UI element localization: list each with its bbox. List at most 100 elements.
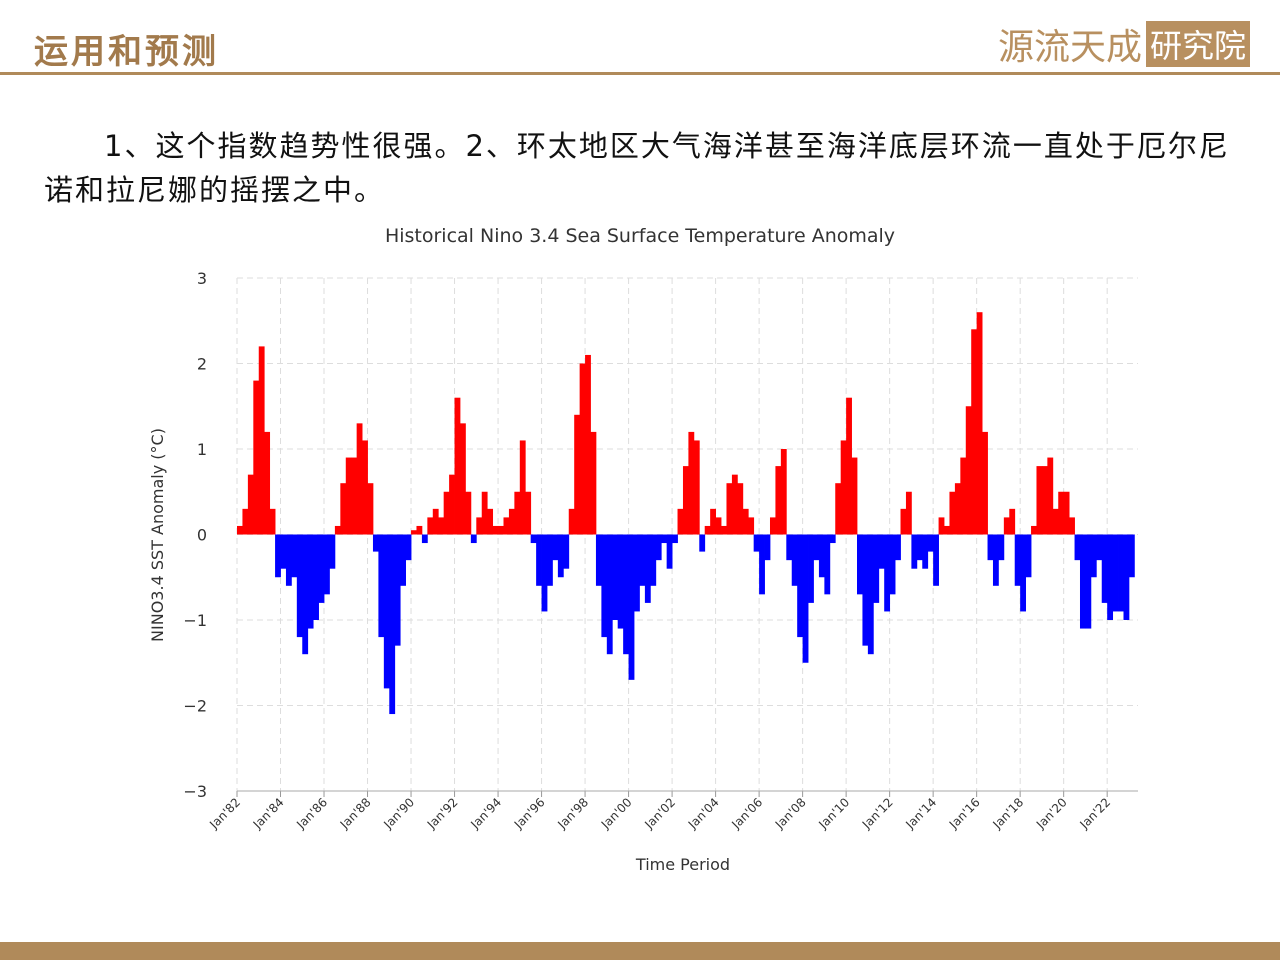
bar [318, 534, 325, 603]
x-tick-label: Jan'06 [728, 795, 765, 832]
bar [296, 534, 303, 638]
x-tick-label: Jan'02 [641, 795, 678, 832]
bar [944, 525, 950, 535]
chart-title: Historical Nino 3.4 Sea Surface Temperat… [385, 225, 895, 247]
bar [421, 534, 428, 544]
bar [1069, 517, 1075, 535]
y-tick-label: 3 [197, 269, 207, 288]
bar [900, 508, 907, 535]
bar [416, 525, 423, 535]
bar [661, 534, 668, 544]
bar [307, 534, 314, 629]
x-tick-label: Jan'04 [685, 795, 722, 832]
bar [389, 534, 396, 715]
bar [579, 363, 586, 535]
bar [1112, 534, 1119, 612]
y-tick-label: −2 [183, 697, 207, 716]
bar [802, 534, 809, 663]
y-tick-label: 2 [197, 355, 207, 374]
bar [601, 534, 608, 638]
bar [362, 440, 368, 535]
x-axis-label: Time Period [635, 855, 730, 874]
bar [644, 534, 651, 603]
bar [394, 534, 401, 646]
bar [590, 431, 597, 535]
bar [568, 508, 575, 535]
bar [829, 534, 836, 544]
bar [280, 534, 287, 569]
bar [1107, 534, 1114, 620]
bar [378, 534, 385, 638]
bar [291, 534, 298, 578]
x-tick-label: Jan'82 [206, 795, 243, 832]
bar [459, 423, 466, 535]
bar [634, 534, 640, 612]
bar [976, 312, 983, 535]
bar [617, 534, 624, 629]
bar [1096, 534, 1103, 561]
x-tick-label: Jan'20 [1033, 795, 1070, 832]
bar [340, 483, 347, 535]
bar [405, 534, 412, 561]
bar [1036, 466, 1043, 535]
bar [721, 525, 727, 535]
bar [786, 534, 793, 561]
x-tick-label: Jan'12 [859, 795, 896, 832]
bar [623, 534, 629, 655]
bar [595, 534, 602, 586]
bar [345, 457, 352, 535]
bar [514, 491, 521, 535]
bar [481, 491, 488, 535]
x-tick-label: Jan'84 [250, 795, 287, 832]
bar [742, 508, 749, 535]
bar [780, 449, 787, 535]
bar [911, 534, 918, 569]
bar [454, 397, 461, 535]
bar [585, 354, 591, 535]
bar [992, 534, 999, 586]
bar [797, 534, 804, 638]
bar [666, 534, 673, 569]
bar [813, 534, 820, 561]
bar [862, 534, 869, 646]
bar [699, 534, 706, 552]
bar [1085, 534, 1092, 629]
bar [873, 534, 880, 603]
x-tick-label: Jan'16 [946, 795, 983, 832]
bar [547, 534, 553, 586]
header-title: 运用和预测 [34, 32, 219, 72]
bar [1041, 466, 1048, 535]
bar [1123, 534, 1130, 620]
bar [731, 474, 738, 535]
bar [650, 534, 657, 586]
bar [563, 534, 570, 569]
x-tick-label: Jan'14 [902, 795, 939, 832]
bar [764, 534, 771, 561]
bar [655, 534, 662, 561]
bar [677, 508, 684, 535]
bar [247, 474, 254, 535]
bar [438, 517, 445, 535]
bar [574, 414, 581, 535]
y-axis-label: NINO3.4 SST Anomaly (°C) [148, 428, 167, 642]
y-tick-label: −3 [183, 782, 207, 801]
bar [313, 534, 319, 620]
bar [704, 525, 711, 535]
bar [275, 534, 281, 578]
x-tick-label: Jan'08 [772, 795, 809, 832]
bar [465, 491, 472, 535]
y-tick-label: −1 [183, 611, 207, 630]
bar [1058, 491, 1065, 535]
bar [606, 534, 613, 655]
bar [536, 534, 542, 586]
bar [258, 346, 265, 535]
bar [519, 440, 526, 535]
bar [400, 534, 406, 586]
bar [498, 525, 504, 535]
bar [916, 534, 923, 561]
bar [938, 517, 945, 535]
bar [922, 534, 929, 569]
bar [541, 534, 548, 612]
